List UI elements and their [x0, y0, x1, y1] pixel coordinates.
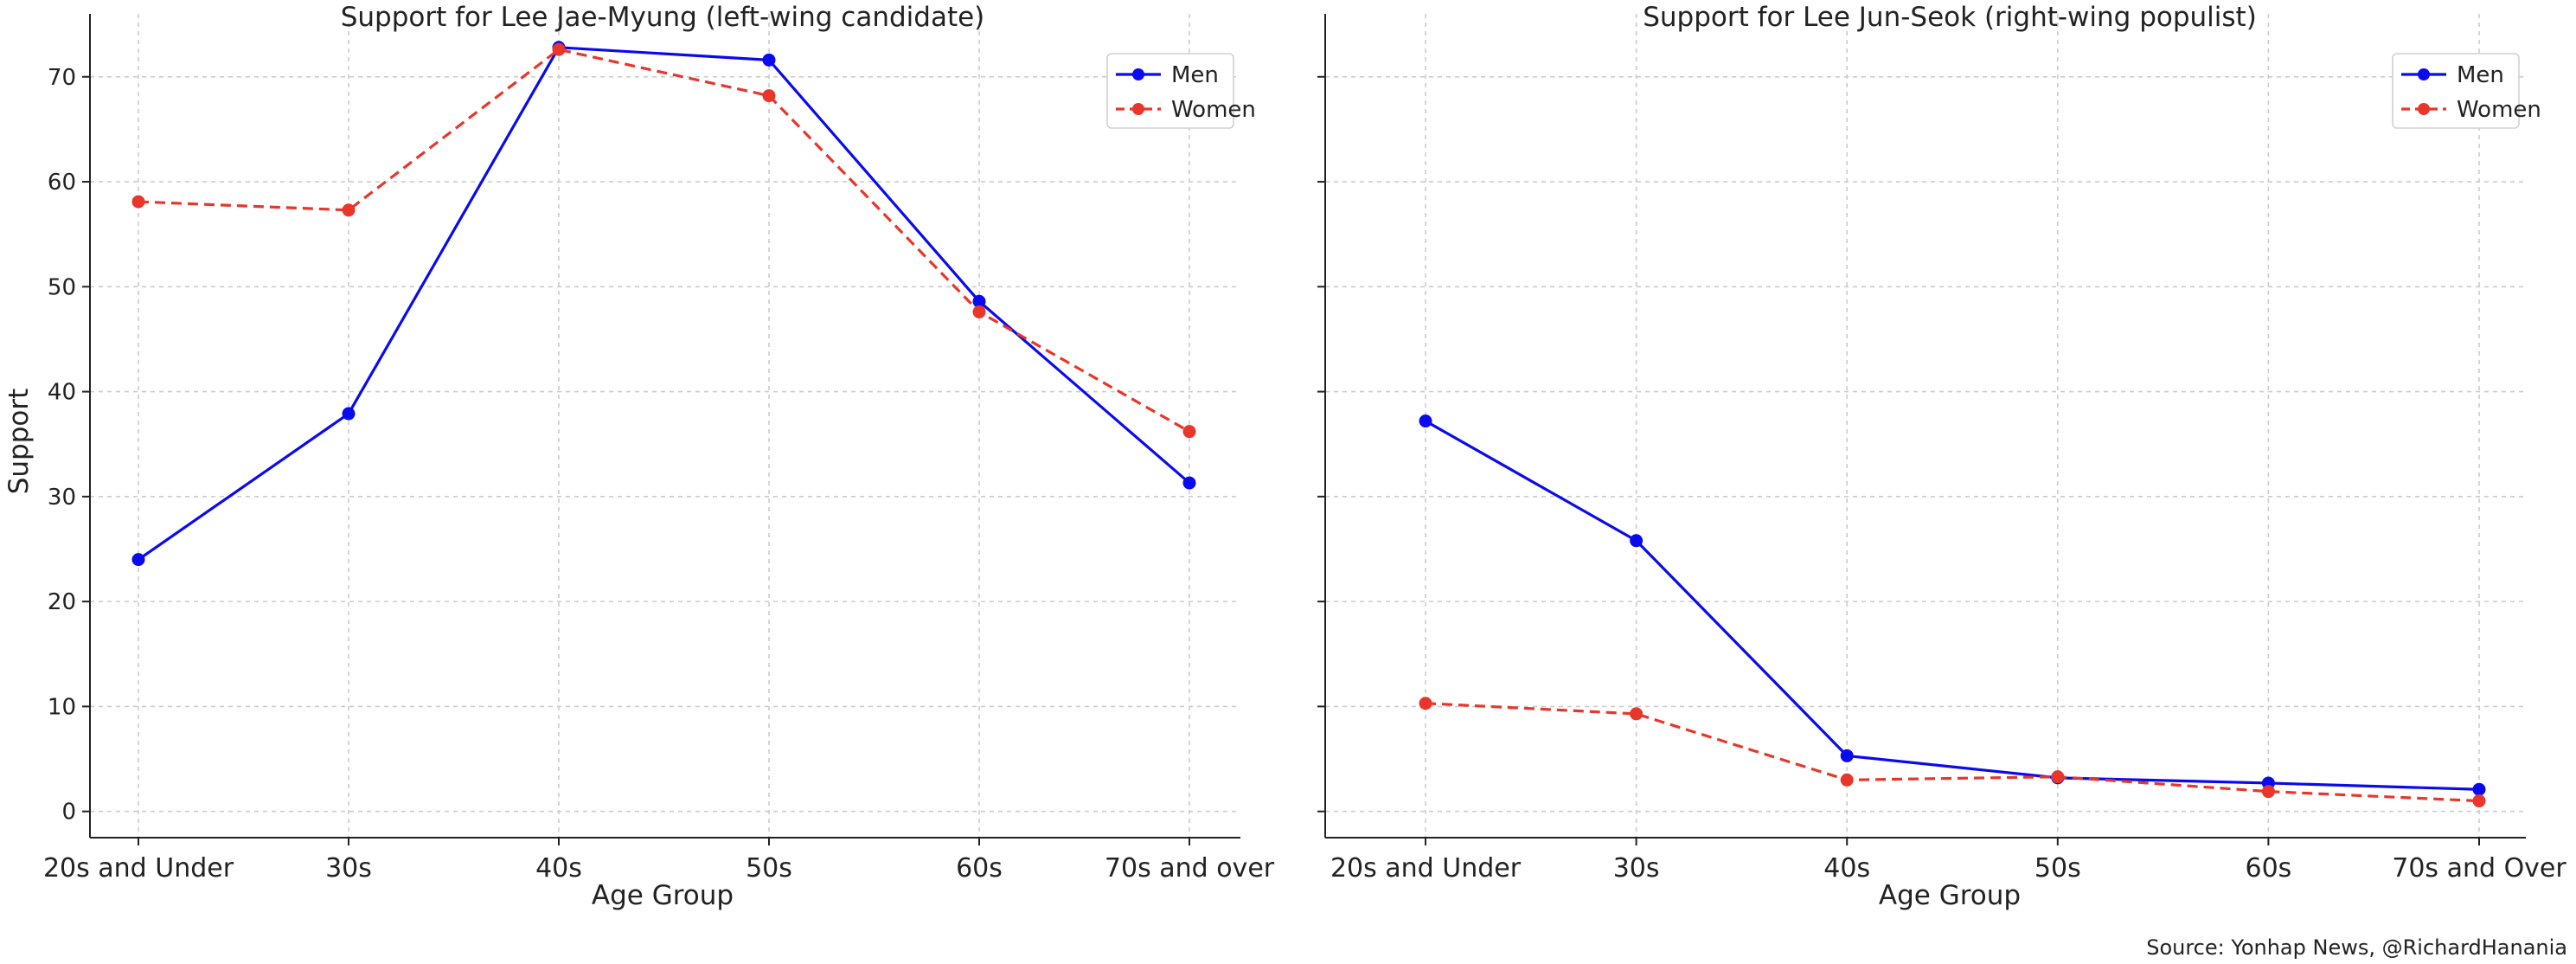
legend-marker-women	[1132, 103, 1144, 115]
data-point-women	[2472, 794, 2486, 808]
data-point-women	[131, 195, 145, 209]
x-tick-label: 40s	[535, 853, 582, 884]
data-point-women	[972, 305, 986, 318]
x-tick-label: 20s and Under	[1330, 853, 1522, 884]
chart-title: Support for Lee Jun-Seok (right-wing pop…	[1643, 2, 2257, 33]
y-tick-label: 60	[48, 170, 76, 196]
data-point-men	[2472, 782, 2486, 796]
legend-label-men: Men	[1171, 62, 1219, 88]
data-point-women	[1182, 425, 1196, 439]
data-point-men	[762, 53, 776, 67]
data-point-men	[972, 294, 986, 308]
legend-label-men: Men	[2457, 62, 2504, 88]
data-point-men	[131, 553, 145, 567]
legend-marker-men	[1132, 68, 1144, 80]
chart-right-jun-seok: 20s and Under 30s 40s 50s 60s 70s and Over Su…	[1317, 2, 2566, 911]
data-point-women	[1630, 707, 1644, 721]
x-tick-label: 70s and Over	[2392, 853, 2566, 884]
x-axis-title: Age Group	[592, 880, 734, 911]
series-line-women	[138, 48, 1190, 434]
x-tick-label: 30s	[1613, 853, 1660, 884]
x-tick-label: 20s and Under	[43, 853, 234, 884]
series-line-men	[138, 46, 1191, 561]
y-tick-label: 30	[48, 485, 76, 511]
x-tick-label: 60s	[2245, 853, 2291, 884]
x-tick-label: 40s	[1823, 853, 1870, 884]
data-point-men	[1419, 415, 1432, 428]
data-point-women	[2051, 770, 2065, 784]
y-tick-label: 40	[48, 380, 76, 406]
data-point-men	[342, 407, 356, 421]
x-tick-label: 30s	[325, 853, 372, 884]
y-tick-label: 0	[61, 800, 76, 826]
data-point-women	[342, 203, 356, 217]
data-point-women	[2261, 785, 2275, 799]
series-line-women	[1425, 702, 2480, 803]
chart-title: Support for Lee Jae-Myung (left-wing can…	[341, 2, 985, 33]
legend-marker-women	[2418, 103, 2430, 115]
data-point-men	[1630, 534, 1644, 548]
legend-label-women: Women	[1171, 97, 1256, 123]
data-point-men	[1182, 476, 1196, 490]
x-tick-label: 60s	[956, 853, 1003, 884]
data-point-women	[1840, 773, 1854, 787]
y-tick-label: 70	[48, 65, 76, 91]
data-point-women	[762, 89, 776, 103]
data-point-men	[1840, 749, 1854, 762]
data-point-women	[1419, 697, 1432, 710]
y-tick-label: 50	[48, 274, 76, 300]
y-axis-title: Support	[3, 389, 35, 495]
chart-left-jae-myung: 0 10 20 30 40 50 60 70 20s and Under 30s 40s 50s 60s…	[3, 2, 1275, 911]
series-line-men	[1425, 420, 2480, 791]
x-tick-label: 70s and over	[1105, 853, 1275, 884]
source-note: Source: Yonhap News, @RichardHanania	[2146, 935, 2567, 960]
y-tick-label: 20	[48, 589, 76, 615]
x-tick-label: 50s	[746, 853, 792, 884]
legend-label-women: Women	[2457, 97, 2541, 123]
x-axis-title: Age Group	[1879, 880, 2021, 911]
legend-marker-men	[2418, 68, 2430, 80]
data-point-women	[552, 42, 566, 56]
y-tick-label: 10	[48, 694, 76, 720]
x-tick-label: 50s	[2035, 853, 2081, 884]
